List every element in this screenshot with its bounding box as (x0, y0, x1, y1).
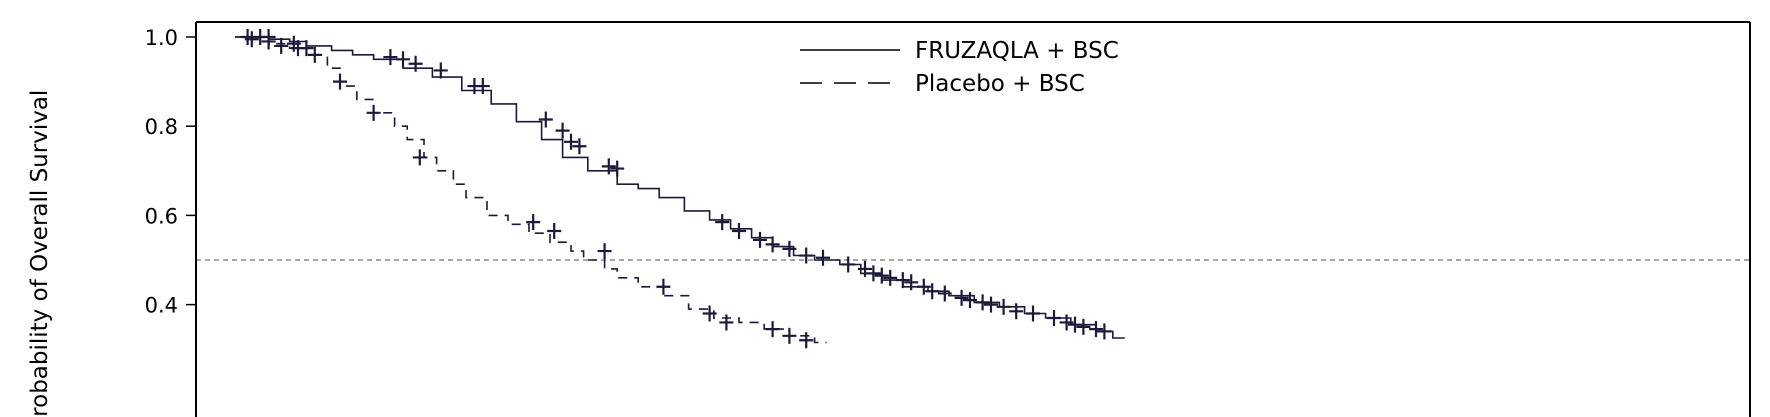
censor-mark-placebo (244, 31, 259, 48)
censor-mark-fruzaqla (753, 231, 767, 248)
censor-mark-fruzaqla (916, 278, 931, 295)
censor-mark-fruzaqla (732, 223, 746, 240)
censor-mark-placebo (274, 37, 289, 54)
censor-mark-fruzaqla (1026, 305, 1040, 322)
censor-mark-fruzaqla (555, 122, 570, 139)
censor-mark-placebo (765, 321, 780, 338)
censor-mark-fruzaqla (996, 298, 1011, 315)
censor-mark-fruzaqla (858, 260, 872, 277)
censor-mark-placebo (412, 149, 427, 166)
censor-mark-fruzaqla (883, 269, 898, 286)
censor-mark-fruzaqla (954, 289, 969, 306)
censor-markers (240, 29, 1112, 349)
censor-mark-placebo (719, 314, 734, 331)
censor-mark-placebo (656, 278, 671, 295)
censor-mark-fruzaqla (1089, 321, 1103, 338)
censor-mark-fruzaqla (1009, 303, 1024, 320)
censor-mark-placebo (307, 46, 322, 63)
censor-mark-fruzaqla (1097, 323, 1112, 340)
censor-mark-placebo (333, 73, 347, 90)
censor-mark-fruzaqla (841, 256, 856, 273)
censor-mark-fruzaqla (1047, 309, 1061, 326)
censor-mark-fruzaqla (601, 158, 616, 175)
censor-mark-fruzaqla (1076, 318, 1091, 335)
censor-mark-fruzaqla (799, 247, 814, 264)
censor-mark-fruzaqla (925, 283, 940, 300)
y-tick-label: 0.8 (145, 115, 178, 139)
censor-mark-fruzaqla (904, 274, 919, 291)
y-axis-label-group: Probability of Overall Survival (27, 90, 53, 417)
censor-mark-placebo (799, 332, 814, 349)
censor-mark-placebo (526, 214, 541, 231)
censor-mark-fruzaqla (433, 62, 448, 79)
censor-mark-placebo (366, 104, 381, 121)
censor-mark-fruzaqla (963, 292, 977, 309)
censor-mark-fruzaqla (874, 267, 889, 284)
y-tick-label: 1.0 (145, 26, 178, 50)
censor-mark-fruzaqla (1068, 316, 1082, 333)
censor-mark-fruzaqla (782, 240, 797, 257)
censor-mark-placebo (291, 40, 305, 57)
legend-label-fruzaqla: FRUZAQLA + BSC (915, 38, 1119, 64)
censor-mark-fruzaqla (816, 249, 830, 266)
censor-mark-fruzaqla (572, 138, 587, 155)
censor-mark-fruzaqla (937, 285, 952, 302)
y-axis-label: Probability of Overall Survival (27, 90, 53, 417)
censor-mark-fruzaqla (765, 236, 780, 253)
censor-mark-fruzaqla (538, 111, 553, 128)
censor-mark-placebo (261, 33, 276, 50)
censor-mark-fruzaqla (564, 133, 578, 150)
censor-mark-fruzaqla (610, 160, 625, 177)
y-tick-label: 0.4 (145, 294, 178, 318)
curve-placebo (235, 36, 827, 344)
censor-mark-placebo (782, 327, 797, 344)
plot-frame-group (195, 21, 1751, 417)
censor-mark-fruzaqla (475, 78, 490, 95)
censor-mark-fruzaqla (895, 272, 910, 289)
censor-mark-fruzaqla (984, 296, 998, 313)
censor-mark-fruzaqla (866, 265, 881, 282)
y-axis-ticks: 0.4 0.6 0.8 1.0 (145, 26, 196, 318)
censor-mark-placebo (597, 243, 612, 260)
censor-mark-fruzaqla (383, 49, 398, 66)
censor-mark-fruzaqla (975, 294, 990, 311)
censor-mark-fruzaqla (715, 214, 730, 231)
censor-mark-fruzaqla (1059, 314, 1074, 331)
censor-mark-placebo (702, 305, 717, 322)
y-tick-label: 0.6 (145, 204, 178, 228)
censor-mark-fruzaqla (408, 55, 423, 72)
legend: FRUZAQLA + BSC Placebo + BSC (800, 38, 1119, 97)
censor-mark-placebo (547, 223, 562, 240)
censor-mark-fruzaqla (396, 51, 410, 68)
legend-label-placebo: Placebo + BSC (915, 71, 1085, 97)
